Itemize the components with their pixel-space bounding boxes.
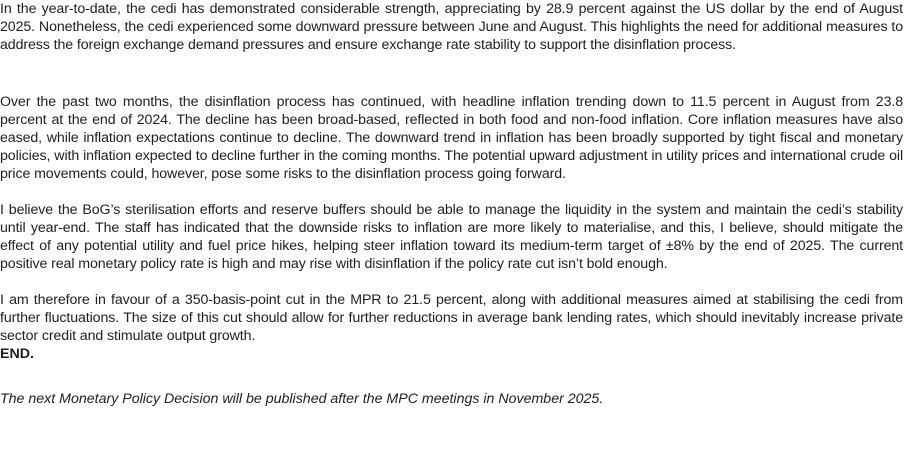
paragraph-inflation: Over the past two months, the disinflati… bbox=[0, 94, 903, 182]
paragraph-policy-recommendation: I am therefore in favour of a 350-basis-… bbox=[0, 292, 903, 344]
paragraph-liquidity-risks: I believe the BoG’s sterilisation effort… bbox=[0, 202, 903, 272]
next-decision-note: The next Monetary Policy Decision will b… bbox=[0, 391, 604, 407]
end-marker: END. bbox=[0, 346, 34, 362]
paragraph-exchange-rate: In the year-to-date, the cedi has demons… bbox=[0, 1, 903, 53]
